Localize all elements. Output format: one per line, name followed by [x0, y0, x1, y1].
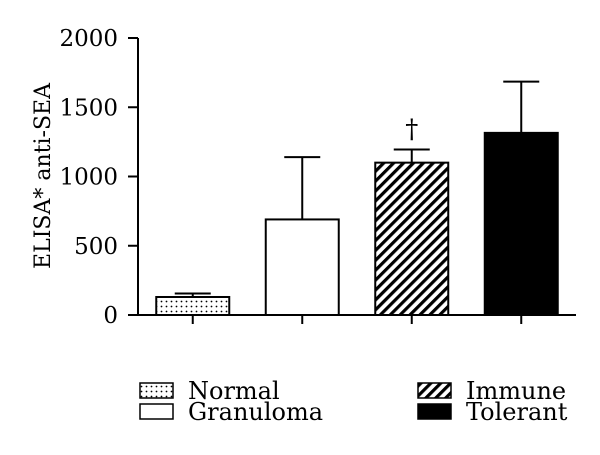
legend-swatch	[139, 382, 174, 399]
legend-swatch	[417, 403, 452, 420]
bar-group-granuloma	[264, 156, 340, 316]
bar-group-immune	[374, 148, 450, 316]
significance-dagger: †	[405, 114, 418, 144]
y-tick-label: 0	[103, 303, 118, 329]
x-axis	[138, 314, 576, 324]
bar-group-normal	[155, 292, 231, 316]
bar	[264, 218, 340, 316]
y-tick-label: 500	[74, 234, 118, 260]
y-tick-label: 2000	[59, 26, 118, 52]
legend-label: Immune	[466, 377, 566, 405]
legend-label: Normal	[188, 377, 280, 405]
legend-item-immune: Immune	[417, 377, 566, 405]
legend-swatch	[417, 382, 452, 399]
legend-label: Granuloma	[188, 398, 323, 426]
bar	[374, 161, 450, 316]
bar	[483, 131, 559, 316]
legend-item-granuloma: Granuloma	[139, 398, 323, 426]
y-tick-label: 1500	[59, 95, 118, 121]
legend-item-normal: Normal	[139, 377, 280, 405]
y-axis: 0 500 1000 1500 2000	[59, 26, 139, 329]
bar	[155, 295, 231, 316]
legend-item-tolerant: Tolerant	[417, 398, 568, 426]
y-axis-title: ELISA* anti-SEA	[31, 82, 56, 269]
legend-label: Tolerant	[466, 398, 568, 426]
legend-swatch	[139, 403, 174, 420]
y-tick-label: 1000	[59, 165, 118, 191]
bar-group-tolerant	[483, 80, 559, 316]
bars: †	[155, 80, 559, 316]
